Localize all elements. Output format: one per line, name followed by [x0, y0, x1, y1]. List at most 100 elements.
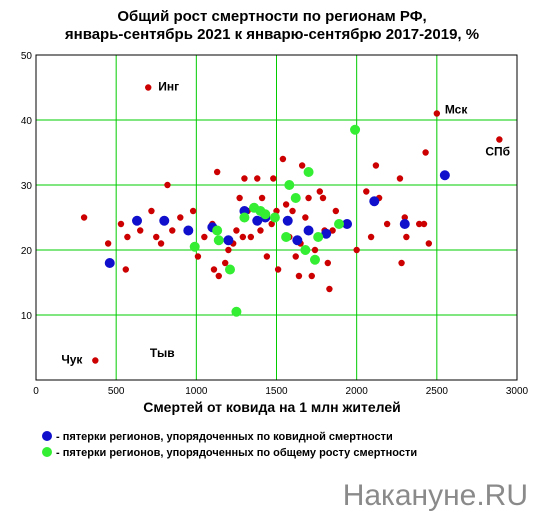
- point-other: [324, 259, 332, 267]
- point-growth-top: [290, 193, 301, 203]
- point-other: [308, 272, 315, 280]
- grid: [36, 55, 517, 380]
- point-other: [289, 207, 296, 215]
- point-other: [316, 188, 323, 195]
- point-growth-top: [313, 232, 324, 242]
- point-covid-top: [223, 235, 234, 246]
- point-other: [157, 240, 165, 247]
- point-growth-top: [231, 306, 242, 317]
- legend-green-marker: [42, 447, 52, 457]
- point-other: [257, 227, 264, 234]
- point-other: [241, 175, 248, 182]
- point-other: [496, 136, 503, 143]
- x-axis-label: Смертей от ковида на 1 млн жителей: [143, 399, 401, 415]
- y-tick-label: 30: [21, 181, 33, 192]
- y-tick-label: 40: [21, 116, 33, 127]
- y-tick-label: 50: [21, 51, 33, 62]
- point-growth-top: [300, 245, 311, 255]
- point-covid-top: [132, 215, 143, 226]
- point-other: [254, 175, 261, 182]
- point-growth-top: [213, 235, 224, 246]
- point-growth-top: [284, 180, 295, 190]
- point-other: [270, 175, 277, 182]
- legend: - пятерки регионов, упорядоченных по ков…: [42, 431, 417, 459]
- point-other: [302, 214, 309, 221]
- point-other: [298, 162, 306, 169]
- point-other: [282, 201, 290, 208]
- point-other: [274, 266, 282, 273]
- x-tick-label: 2000: [346, 386, 369, 397]
- point-growth-top: [189, 241, 200, 252]
- point-other: [353, 246, 360, 254]
- point-other: [189, 207, 197, 215]
- point-other: [145, 84, 152, 91]
- point-other: [263, 253, 271, 260]
- point-covid-top: [399, 219, 410, 229]
- point-other: [401, 214, 408, 221]
- point-covid-top: [321, 228, 332, 239]
- legend-blue-marker: [42, 431, 52, 441]
- point-other: [213, 168, 221, 176]
- point-other: [326, 285, 333, 293]
- y-tick-label: 10: [21, 311, 33, 322]
- point-other: [332, 207, 340, 215]
- point-other: [363, 188, 370, 195]
- data-points: [80, 84, 503, 364]
- point-other: [201, 233, 208, 241]
- point-covid-top: [104, 258, 115, 268]
- point-other: [433, 110, 441, 117]
- point-growth-top: [309, 254, 320, 265]
- point-other: [215, 272, 222, 280]
- point-other: [403, 233, 410, 241]
- point-other: [383, 220, 391, 228]
- point-covid-top: [252, 215, 263, 226]
- point-other: [292, 253, 299, 260]
- plot-frame: [35, 54, 518, 381]
- point-covid-top: [183, 225, 194, 236]
- point-other: [153, 233, 160, 241]
- point-other: [420, 220, 428, 228]
- point-other: [279, 155, 287, 163]
- y-tick-label: 20: [21, 246, 33, 257]
- point-other: [177, 214, 184, 221]
- region-label: Мск: [445, 103, 469, 117]
- legend-green-label: - пятерки регионов, упорядоченных по общ…: [56, 447, 417, 459]
- watermark: Накануне.RU: [343, 479, 528, 512]
- point-other: [247, 233, 255, 241]
- annotations: Инг Мск СПб Чук Тыв: [61, 80, 510, 367]
- point-other: [415, 220, 423, 228]
- point-growth-top: [212, 225, 223, 236]
- x-tick-label: 500: [108, 386, 125, 397]
- point-other: [268, 220, 275, 228]
- point-growth-top: [350, 124, 361, 135]
- point-other: [329, 227, 336, 234]
- point-other: [164, 181, 171, 189]
- point-other: [305, 194, 312, 202]
- point-other: [295, 272, 303, 280]
- point-other: [210, 266, 218, 273]
- point-covid-top: [342, 219, 353, 229]
- point-other: [311, 246, 319, 254]
- point-other: [319, 194, 327, 202]
- chart-title-line-1: Общий рост смертности по регионам РФ,: [117, 8, 426, 25]
- point-covid-top: [369, 196, 380, 207]
- point-other: [225, 246, 232, 254]
- axis-ticks: 0 500 1000 1500 2000 2500 3000 10 20 30 40 50: [21, 51, 529, 397]
- point-other: [137, 227, 144, 234]
- point-covid-top: [439, 170, 450, 181]
- region-label: Чук: [61, 353, 83, 367]
- chart-title-line-2: январь-сентябрь 2021 к январю-сентябрю 2…: [65, 26, 479, 43]
- point-other: [104, 240, 112, 247]
- point-other: [124, 233, 131, 241]
- point-other: [372, 162, 380, 169]
- point-other: [258, 194, 266, 202]
- point-covid-top: [303, 225, 314, 236]
- point-growth-top: [225, 264, 236, 275]
- region-label: Инг: [158, 80, 179, 94]
- point-growth-top: [334, 219, 345, 229]
- x-tick-label: 1000: [185, 386, 208, 397]
- point-growth-top: [260, 209, 271, 220]
- point-other: [239, 233, 247, 241]
- x-tick-label: 1500: [265, 386, 288, 397]
